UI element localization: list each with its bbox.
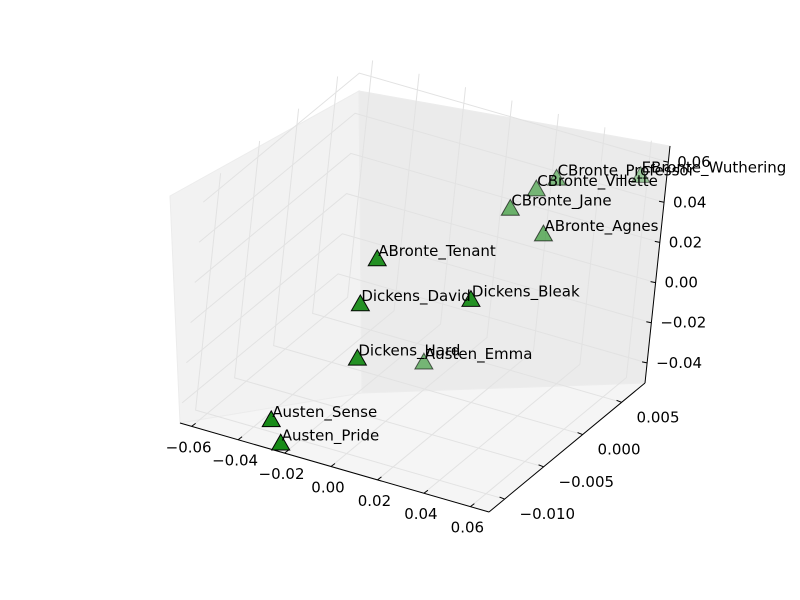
- z-tick-mark: [646, 321, 652, 324]
- data-point-label: Austen_Sense: [272, 403, 377, 422]
- z-tick-label: −0.04: [656, 354, 702, 372]
- data-points: ABronte_Agnes EBronte_WutheringCBronte_Pr…: [261, 159, 787, 451]
- data-point-label: Dickens_David: [361, 287, 470, 306]
- grid-lines: [181, 60, 669, 508]
- z-axis-line: [644, 145, 671, 384]
- x-axis-line: [179, 422, 490, 513]
- x-tick-mark: [330, 463, 336, 467]
- z-tick-label: −0.02: [660, 314, 706, 332]
- y-tick-label: −0.005: [559, 473, 615, 491]
- y-tick-mark: [538, 464, 544, 468]
- data-point-marker: [461, 289, 481, 307]
- data-point-label: CBronte_Jane: [511, 191, 611, 210]
- grid-line-x: [237, 73, 420, 441]
- x-tick-label: 0.04: [404, 505, 437, 523]
- x-tick-label: 0.06: [451, 519, 484, 537]
- x-tick-mark: [423, 489, 429, 494]
- data-point-marker: [526, 179, 547, 197]
- data-point-label: CBronte_Professor: [558, 161, 696, 180]
- z-tick-mark: [641, 361, 648, 364]
- y-tick-mark: [499, 496, 505, 500]
- data-point-marker: [546, 168, 567, 186]
- y-tick-label: −0.010: [520, 505, 576, 523]
- x-tick-mark: [284, 449, 289, 454]
- grid-line-x: [284, 87, 467, 454]
- data-point-marker: [500, 198, 521, 216]
- y-tick-mark: [616, 399, 622, 403]
- y-tick-mark: [577, 432, 583, 436]
- x-tick-label: −0.02: [259, 465, 305, 483]
- data-point-label: EBronte_Wuthering: [642, 159, 787, 178]
- grid-line-z: [203, 72, 669, 203]
- axes: [179, 145, 671, 513]
- grid-line-z: [190, 193, 656, 323]
- grid-line-x: [377, 113, 559, 481]
- data-point-marker: [414, 352, 434, 370]
- data-point-label: CBronte_Villette: [537, 172, 658, 191]
- data-point-marker: [367, 248, 388, 267]
- x-tick-mark: [470, 503, 475, 508]
- data-point-marker: [533, 224, 554, 242]
- grid-line-y: [234, 140, 544, 468]
- data-point-label: ABronte_Agnes: [544, 217, 658, 236]
- z-tick-label: 0.06: [677, 153, 710, 171]
- data-point-marker: [347, 348, 368, 366]
- data-point-label: Austen_Pride: [282, 426, 380, 445]
- x-tick-label: −0.04: [212, 452, 258, 470]
- x-tick-mark: [377, 476, 382, 481]
- data-point-label: Dickens_Hard: [358, 341, 460, 360]
- grid-line-x: [330, 100, 513, 467]
- z-tick-label: 0.02: [669, 233, 702, 251]
- grid-line-z: [186, 233, 652, 364]
- x-tick-label: 0.02: [358, 492, 391, 510]
- grid-line-y: [312, 76, 622, 403]
- grid-line-z: [194, 152, 660, 283]
- data-point-marker: [261, 409, 282, 428]
- x-tick-mark: [191, 422, 196, 427]
- data-point-marker: [350, 294, 371, 312]
- z-tick-label: 0.00: [665, 274, 698, 292]
- data-point-marker: [270, 433, 291, 451]
- z-tick-mark: [663, 160, 669, 163]
- z-tick-mark: [658, 200, 665, 203]
- z-tick-mark: [650, 281, 656, 284]
- data-point-marker: [630, 165, 651, 183]
- grid-line-y: [273, 108, 583, 436]
- grid-line-x: [470, 140, 652, 508]
- z-tick-label: 0.04: [673, 193, 706, 211]
- x-tick-mark: [237, 436, 243, 441]
- y-tick-label: 0.000: [598, 441, 641, 459]
- data-point-label: Dickens_Bleak: [472, 283, 580, 302]
- x-tick-label: 0.00: [311, 478, 344, 496]
- x-tick-label: −0.06: [166, 438, 212, 456]
- y-axis-line: [488, 382, 646, 513]
- grid-line-x: [191, 60, 374, 427]
- grid-line-x: [423, 127, 606, 494]
- z-tick-mark: [654, 240, 660, 243]
- grid-line-z: [198, 112, 665, 243]
- data-point-label: ABronte_Tenant: [378, 242, 496, 261]
- grid-line-y: [195, 173, 505, 500]
- y-tick-label: 0.005: [637, 408, 680, 426]
- tick-marks-and-labels: −0.06−0.04−0.020.000.020.040.06−0.010−0.…: [166, 153, 711, 537]
- grid-line-z: [181, 273, 648, 404]
- data-point-label: Austen_Emma: [425, 345, 533, 364]
- pane-left: [169, 90, 363, 424]
